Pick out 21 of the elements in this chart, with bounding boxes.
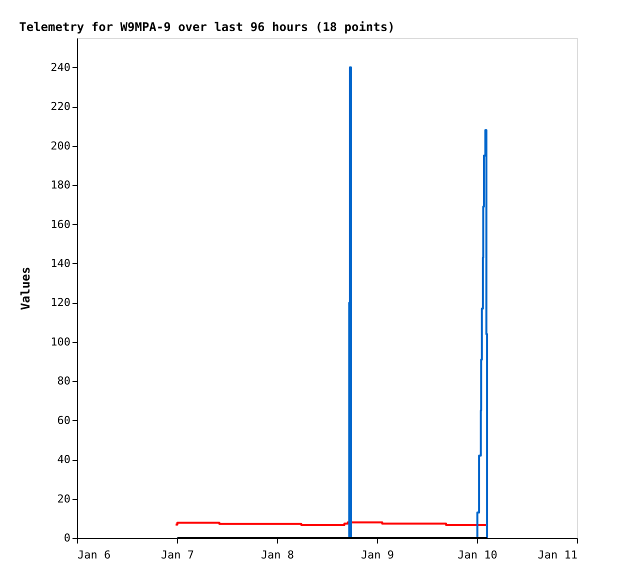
y-tick-label: 40 — [57, 453, 70, 466]
y-tick-label: 200 — [50, 139, 70, 152]
x-tick-label: Jan 6 — [78, 548, 111, 562]
y-tick-label: 60 — [57, 414, 70, 427]
x-tick-label: Jan 9 — [360, 548, 394, 562]
y-tick-label: 140 — [50, 256, 70, 270]
y-axis-title: Values — [18, 266, 33, 310]
y-tick-label: 180 — [50, 178, 70, 192]
x-tick-label: Jan 11 — [538, 548, 578, 562]
x-tick-label: Jan 8 — [260, 548, 294, 562]
x-tick-label: Jan 7 — [160, 548, 194, 562]
y-tick-label: 160 — [50, 218, 70, 231]
y-tick-label: 120 — [50, 296, 70, 310]
y-tick-label: 220 — [50, 100, 70, 114]
chart-title: Telemetry for W9MPA-9 over last 96 hours (18 points) — [19, 20, 395, 34]
y-tick-label: 0 — [64, 532, 70, 544]
y-tick-label: 100 — [50, 335, 70, 348]
y-tick-label: 80 — [57, 374, 70, 388]
x-tick-label: Jan 10 — [458, 548, 498, 562]
y-tick-label: 20 — [57, 492, 70, 506]
y-tick-label: 240 — [50, 60, 70, 74]
